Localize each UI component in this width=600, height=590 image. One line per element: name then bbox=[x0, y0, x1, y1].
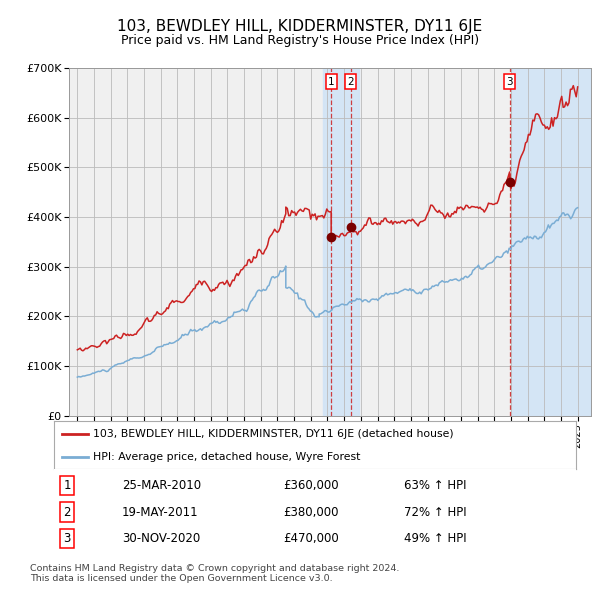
Text: £380,000: £380,000 bbox=[284, 506, 339, 519]
Text: 72% ↑ HPI: 72% ↑ HPI bbox=[404, 506, 466, 519]
Text: Contains HM Land Registry data © Crown copyright and database right 2024.
This d: Contains HM Land Registry data © Crown c… bbox=[30, 564, 400, 583]
Text: 2: 2 bbox=[64, 506, 71, 519]
Text: 103, BEWDLEY HILL, KIDDERMINSTER, DY11 6JE: 103, BEWDLEY HILL, KIDDERMINSTER, DY11 6… bbox=[118, 19, 482, 34]
Text: 1: 1 bbox=[328, 77, 334, 87]
Text: HPI: Average price, detached house, Wyre Forest: HPI: Average price, detached house, Wyre… bbox=[93, 452, 361, 462]
Text: 49% ↑ HPI: 49% ↑ HPI bbox=[404, 532, 466, 545]
Text: 3: 3 bbox=[64, 532, 71, 545]
Text: £360,000: £360,000 bbox=[284, 479, 340, 492]
Text: 19-MAY-2011: 19-MAY-2011 bbox=[122, 506, 199, 519]
Text: 63% ↑ HPI: 63% ↑ HPI bbox=[404, 479, 466, 492]
Text: 30-NOV-2020: 30-NOV-2020 bbox=[122, 532, 200, 545]
Text: 103, BEWDLEY HILL, KIDDERMINSTER, DY11 6JE (detached house): 103, BEWDLEY HILL, KIDDERMINSTER, DY11 6… bbox=[93, 429, 454, 439]
Text: Price paid vs. HM Land Registry's House Price Index (HPI): Price paid vs. HM Land Registry's House … bbox=[121, 34, 479, 47]
Bar bbox=[511, 68, 591, 416]
Text: 25-MAR-2010: 25-MAR-2010 bbox=[122, 479, 201, 492]
Bar bbox=[323, 68, 359, 416]
Text: 2: 2 bbox=[347, 77, 354, 87]
Text: £470,000: £470,000 bbox=[284, 532, 340, 545]
Text: 3: 3 bbox=[506, 77, 513, 87]
Text: 1: 1 bbox=[64, 479, 71, 492]
